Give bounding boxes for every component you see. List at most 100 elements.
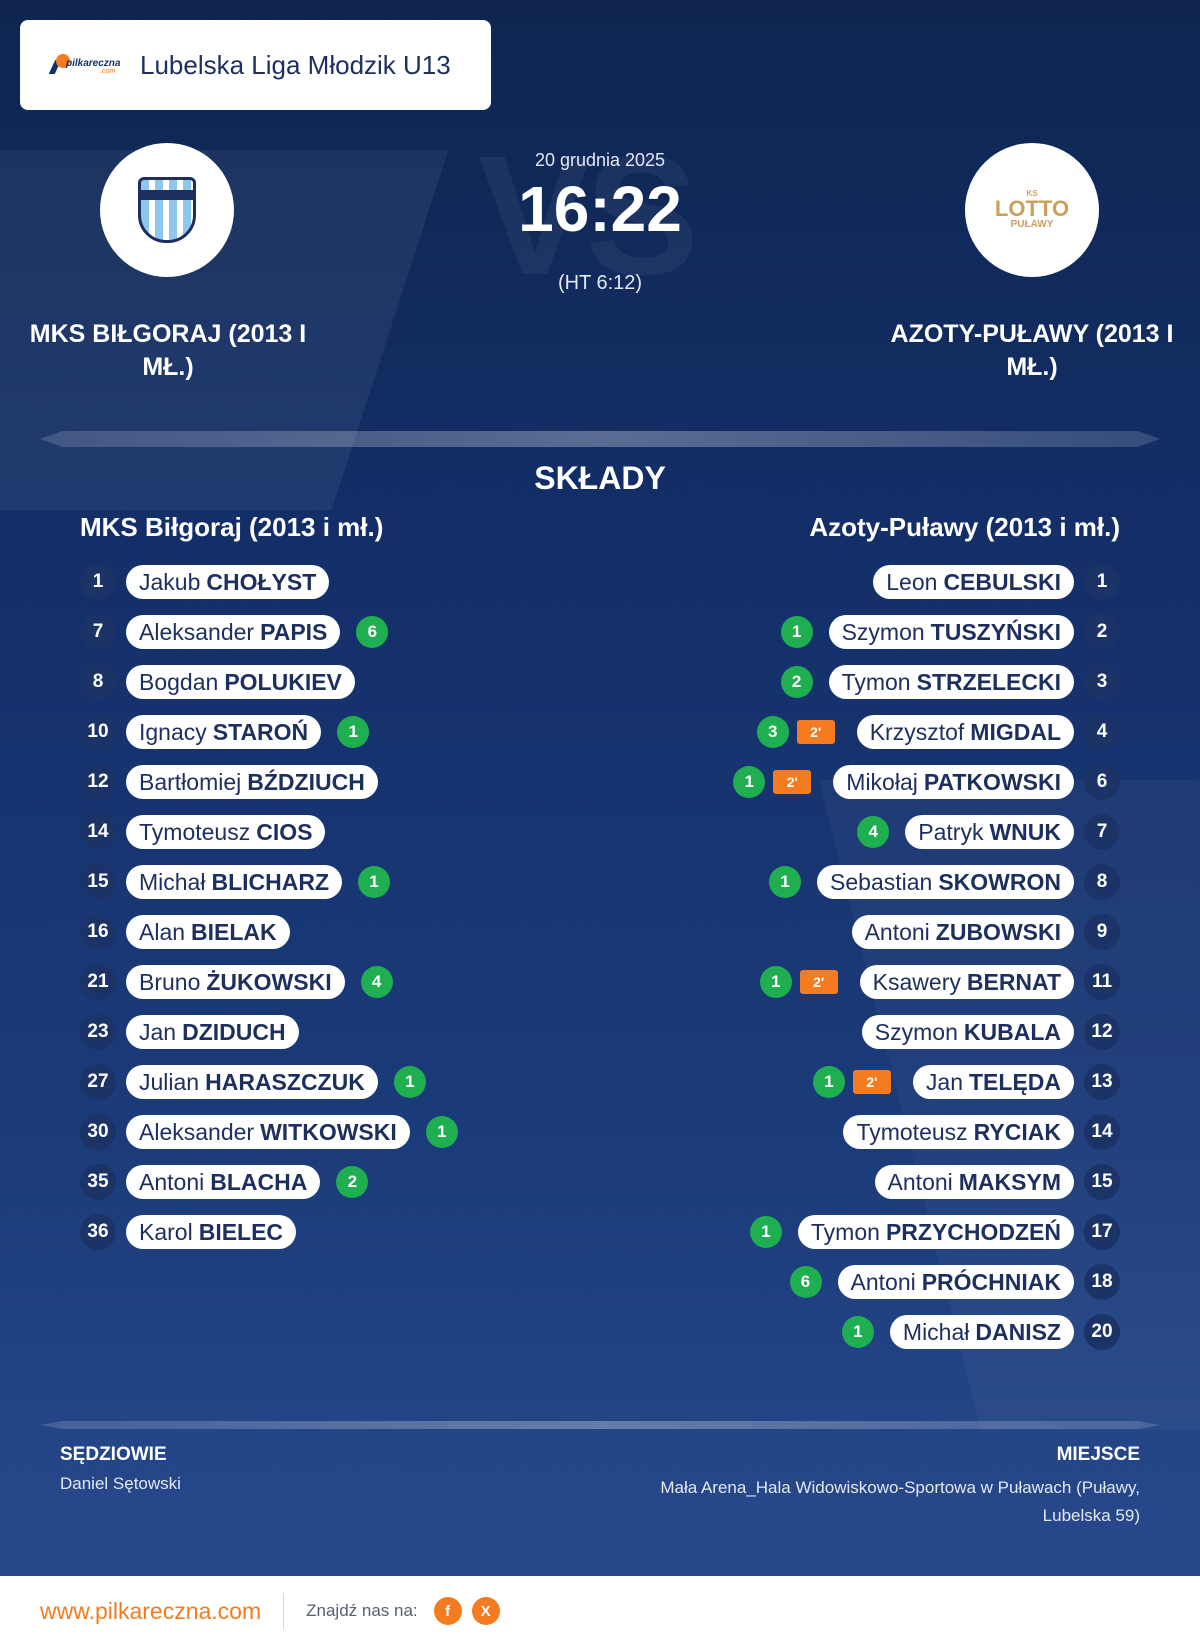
player-first-name: Patryk bbox=[918, 818, 984, 845]
player-first-name: Antoni bbox=[887, 1168, 953, 1195]
x-icon[interactable]: X bbox=[471, 1597, 500, 1625]
goals-badge: 1 bbox=[749, 1216, 782, 1248]
player-first-name: Michał bbox=[139, 868, 206, 895]
player-first-name: Szymon bbox=[841, 618, 925, 645]
player-name: Julian HARASZCZUK bbox=[126, 1065, 378, 1099]
venue-label: MIEJSCE bbox=[1056, 1444, 1140, 1465]
player-last-name: BERNAT bbox=[966, 968, 1061, 995]
player-first-name: Julian bbox=[139, 1068, 200, 1095]
player-number: 21 bbox=[80, 964, 116, 1000]
player-first-name: Ignacy bbox=[139, 718, 207, 745]
find-us-label: Znajdź nas na: bbox=[306, 1601, 418, 1620]
lineups-title: SKŁADY bbox=[534, 460, 666, 496]
goals-badge: 1 bbox=[812, 1066, 845, 1098]
player-name: Jan TELĘDA bbox=[912, 1065, 1074, 1099]
player-name: Michał BLICHARZ bbox=[126, 865, 343, 899]
player-last-name: TUSZYŃSKI bbox=[930, 618, 1061, 645]
player-number: 8 bbox=[80, 664, 116, 700]
player-last-name: STAROŃ bbox=[212, 718, 309, 745]
player-name: Tymoteusz RYCIAK bbox=[843, 1115, 1074, 1149]
player-first-name: Sebastian bbox=[830, 868, 933, 895]
player-last-name: DANISZ bbox=[975, 1318, 1061, 1345]
goals-badge: 1 bbox=[780, 616, 813, 648]
player-first-name: Aleksander bbox=[139, 1118, 255, 1145]
player-name: Karol BIELEC bbox=[126, 1215, 297, 1249]
player-first-name: Szymon bbox=[874, 1018, 958, 1045]
player-last-name: WITKOWSKI bbox=[260, 1118, 397, 1145]
player-row: 4 Patryk WNUK 7 bbox=[733, 807, 1120, 857]
player-name: Antoni MAKSYM bbox=[874, 1165, 1074, 1199]
player-first-name: Karol bbox=[139, 1218, 193, 1245]
player-last-name: ŻUKOWSKI bbox=[206, 968, 332, 995]
player-last-name: BŹDZIUCH bbox=[247, 768, 365, 795]
match-date: 20 grudnia 2025 bbox=[534, 150, 666, 170]
facebook-icon[interactable]: f bbox=[433, 1597, 462, 1625]
player-name: Tymon PRZYCHODZEŃ bbox=[797, 1215, 1074, 1249]
player-last-name: SKOWRON bbox=[938, 868, 1061, 895]
player-name: Ignacy STAROŃ bbox=[126, 715, 322, 749]
player-row: 23 Jan DZIDUCH bbox=[80, 1007, 458, 1057]
player-last-name: POLUKIEV bbox=[224, 668, 342, 695]
player-last-name: STRZELECKI bbox=[916, 668, 1061, 695]
player-row: Szymon KUBALA 12 bbox=[733, 1007, 1120, 1057]
goals-badge: 1 bbox=[425, 1116, 458, 1148]
player-row: 12 Bartłomiej BŹDZIUCH bbox=[80, 757, 458, 807]
suspension-badge: 2' bbox=[852, 1070, 891, 1094]
player-first-name: Tymoteusz bbox=[856, 1118, 968, 1145]
home-team-title: MKS BIŁGORAJ (2013 I MŁ.) bbox=[29, 320, 307, 381]
player-number: 8 bbox=[1084, 864, 1120, 900]
goals-badge: 2 bbox=[780, 666, 813, 698]
player-last-name: ZUBOWSKI bbox=[935, 918, 1061, 945]
player-number: 15 bbox=[80, 864, 116, 900]
player-number: 15 bbox=[1084, 1164, 1120, 1200]
player-first-name: Jan bbox=[925, 1068, 963, 1095]
player-last-name: BIELEC bbox=[198, 1218, 284, 1245]
player-first-name: Aleksander bbox=[139, 618, 255, 645]
player-last-name: HARASZCZUK bbox=[205, 1068, 365, 1095]
player-first-name: Krzysztof bbox=[869, 718, 965, 745]
player-name: Antoni PRÓCHNIAK bbox=[837, 1265, 1074, 1299]
player-row: 36 Karol BIELEC bbox=[80, 1207, 458, 1257]
player-first-name: Tymoteusz bbox=[139, 818, 251, 845]
player-row: 7 Aleksander PAPIS 6 bbox=[80, 607, 458, 657]
player-last-name: CHOŁYST bbox=[206, 568, 317, 595]
player-first-name: Alan bbox=[139, 918, 186, 945]
player-first-name: Antoni bbox=[139, 1168, 205, 1195]
player-first-name: Antoni bbox=[864, 918, 930, 945]
player-number: 20 bbox=[1084, 1314, 1120, 1350]
match-score: 16:22 bbox=[518, 173, 682, 245]
player-number: 12 bbox=[80, 764, 116, 800]
player-name: Bartłomiej BŹDZIUCH bbox=[126, 765, 378, 799]
player-name: Krzysztof MIGDAL bbox=[856, 715, 1074, 749]
player-name: Mikołaj PATKOWSKI bbox=[833, 765, 1074, 799]
goals-badge: 1 bbox=[358, 866, 391, 898]
player-row: Antoni ZUBOWSKI 9 bbox=[733, 907, 1120, 957]
league-card: pilkareczna .com Lubelska Liga Młodzik U… bbox=[20, 20, 491, 110]
site-link[interactable]: www.pilkareczna.com bbox=[40, 1597, 262, 1624]
player-row: 8 Bogdan POLUKIEV bbox=[80, 657, 458, 707]
goals-badge: 1 bbox=[841, 1316, 874, 1348]
player-first-name: Mikołaj bbox=[846, 768, 918, 795]
player-last-name: TELĘDA bbox=[969, 1068, 1061, 1095]
player-first-name: Leon bbox=[886, 568, 938, 595]
goals-badge: 1 bbox=[337, 716, 370, 748]
away-team-title: AZOTY-PUŁAWY (2013 I MŁ.) bbox=[890, 320, 1174, 381]
player-name: Antoni BLACHA bbox=[126, 1165, 321, 1199]
player-number: 6 bbox=[1084, 764, 1120, 800]
pilkareczna-logo: pilkareczna .com bbox=[48, 50, 120, 80]
player-row: 14 Tymoteusz CIOS bbox=[80, 807, 458, 857]
league-name: Lubelska Liga Młodzik U13 bbox=[140, 49, 451, 80]
player-number: 35 bbox=[80, 1164, 116, 1200]
player-last-name: KUBALA bbox=[963, 1018, 1061, 1045]
home-lineup-header: MKS Biłgoraj (2013 i mł.) bbox=[80, 512, 384, 542]
goals-badge: 1 bbox=[393, 1066, 426, 1098]
player-number: 9 bbox=[1084, 914, 1120, 950]
lotto-pulawy-logo: KS LOTTO PUŁAWY bbox=[994, 189, 1070, 230]
player-row: Tymoteusz RYCIAK 14 bbox=[733, 1107, 1120, 1157]
player-first-name: Antoni bbox=[850, 1268, 916, 1295]
player-row: 30 Aleksander WITKOWSKI 1 bbox=[80, 1107, 458, 1157]
player-name: Bogdan POLUKIEV bbox=[126, 665, 355, 699]
player-number: 7 bbox=[1084, 814, 1120, 850]
player-number: 11 bbox=[1084, 964, 1120, 1000]
player-last-name: WNUK bbox=[989, 818, 1061, 845]
